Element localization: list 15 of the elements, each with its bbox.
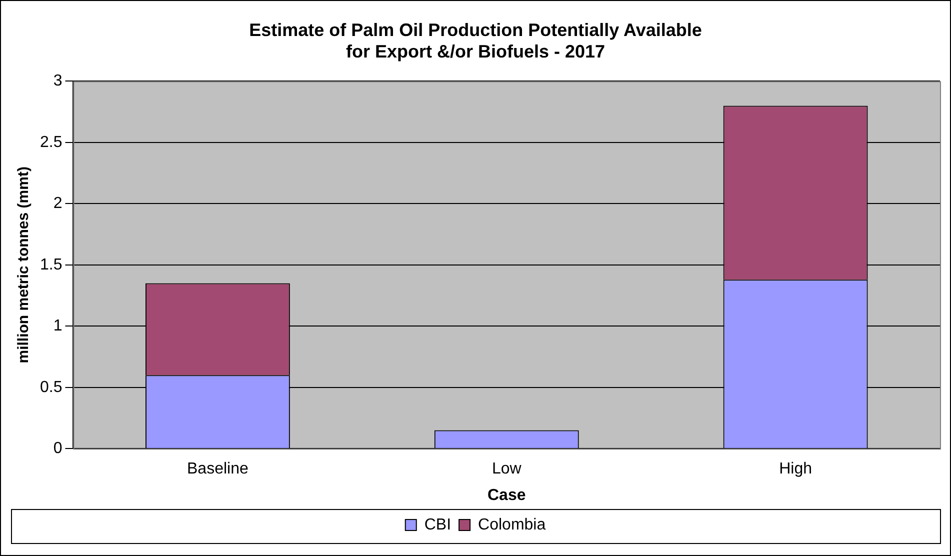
y-tick-label: 0 — [53, 440, 62, 458]
y-tick-label: 1.5 — [40, 256, 62, 274]
y-tick-label: 2.5 — [40, 134, 62, 151]
x-tick-label: Low — [492, 460, 522, 478]
x-tick-label: Baseline — [187, 460, 248, 478]
y-tick-label: 1 — [53, 318, 62, 335]
legend-label: Colombia — [478, 516, 546, 534]
legend-label: CBI — [424, 516, 452, 534]
x-tick-label: High — [779, 460, 812, 478]
chart-title: Estimate of Palm Oil Production Potentially Available for Export &/or Biofuels - 2017 — [249, 20, 702, 62]
y-tick-label: 3 — [53, 72, 62, 90]
y-tick-label: 2 — [53, 195, 62, 212]
x-axis-title: Case — [487, 486, 526, 504]
y-tick-label: 0.5 — [40, 378, 62, 396]
y-axis-title: million metric tonnes (mmt) — [15, 166, 32, 364]
